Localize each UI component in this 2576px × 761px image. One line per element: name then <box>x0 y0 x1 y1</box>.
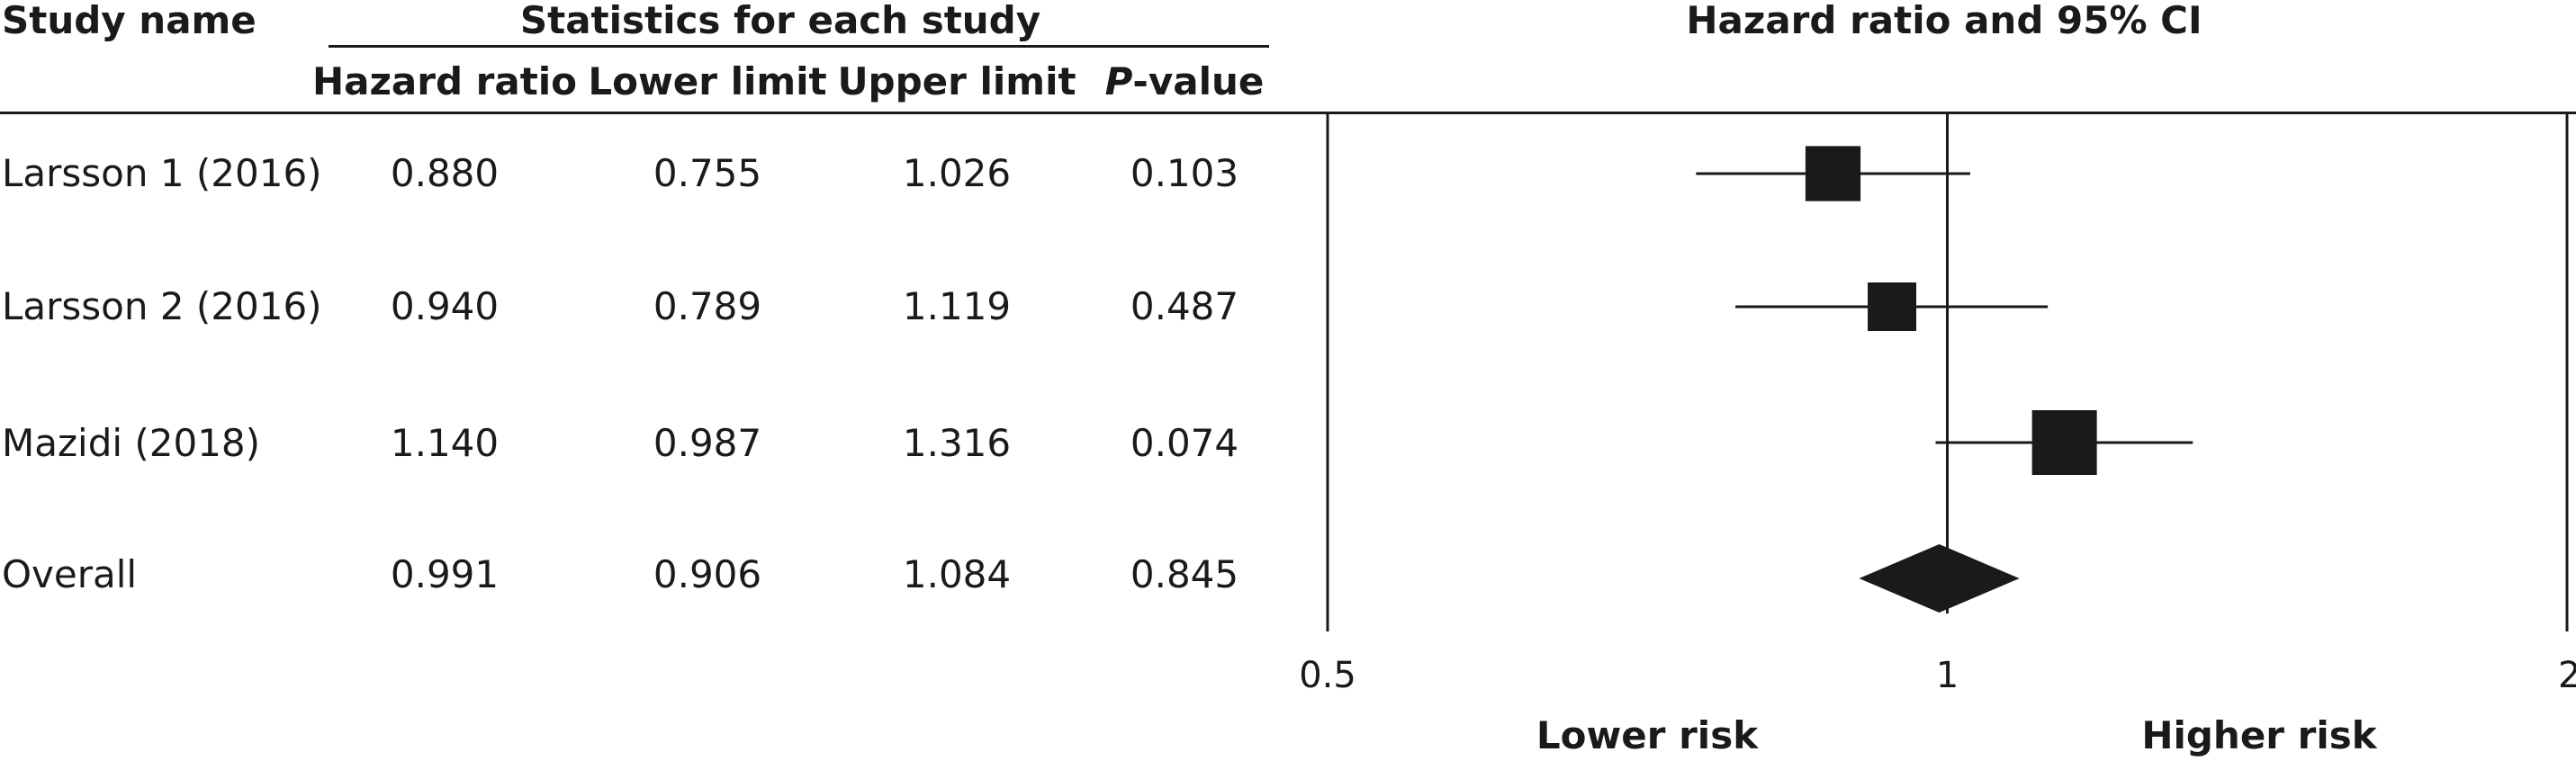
overall-diamond <box>1859 544 2020 613</box>
overall-name-cell: Overall <box>2 552 138 596</box>
p-value-suffix: -value <box>1132 59 1265 103</box>
hazard-ratio-cell: 0.991 <box>390 552 500 596</box>
study-marker <box>1805 146 1861 201</box>
lower-limit-cell: 0.789 <box>653 284 762 328</box>
hazard-ratio-column-header: Hazard ratio <box>311 59 578 103</box>
p-value-italic-p: P <box>1104 59 1133 103</box>
upper-limit-column-header: Upper limit <box>837 59 1076 103</box>
lower-limit-column-header: Lower limit <box>588 59 827 103</box>
lower-limit-cell: 0.755 <box>653 151 762 195</box>
p-value-cell: 0.074 <box>1130 421 1239 465</box>
hazard-ratio-cell: 0.940 <box>390 284 500 328</box>
upper-limit-cell: 1.026 <box>902 151 1012 195</box>
lower-risk-label: Lower risk <box>1536 713 1759 757</box>
p-value-cell: 0.845 <box>1130 552 1239 596</box>
study-name-cell: Mazidi (2018) <box>2 421 261 465</box>
study-marker <box>1868 282 1917 331</box>
forest-marks <box>1696 146 2193 613</box>
statistics-group-header: Statistics for each study <box>519 0 1041 42</box>
study-name-header: Study name <box>2 0 257 42</box>
study-name-cell: Larsson 2 (2016) <box>2 284 322 328</box>
lower-limit-cell: 0.987 <box>653 421 762 465</box>
p-value-cell: 0.103 <box>1130 151 1239 195</box>
x-tick-label: 0.5 <box>1299 655 1356 696</box>
upper-limit-cell: 1.316 <box>902 421 1012 465</box>
table-top-rule <box>0 112 2576 114</box>
hazard-ratio-cell: 0.880 <box>390 151 500 195</box>
group-header-rule <box>329 45 1269 48</box>
p-value-column-header: P-value <box>1105 63 1265 101</box>
x-tick-label: 1 <box>1936 655 1959 696</box>
higher-risk-label: Higher risk <box>2141 713 2377 757</box>
study-name-cell: Larsson 1 (2016) <box>2 151 322 195</box>
upper-limit-cell: 1.119 <box>902 284 1012 328</box>
x-tick-label: 2 <box>2558 655 2576 696</box>
chart-title: Hazard ratio and 95% CI <box>1686 0 2202 42</box>
upper-limit-cell: 1.084 <box>902 552 1012 596</box>
lower-limit-cell: 0.906 <box>653 552 762 596</box>
p-value-cell: 0.487 <box>1130 284 1239 328</box>
x-tick-labels: 0.5 1 2 <box>1299 655 2576 696</box>
study-marker <box>2031 410 2097 475</box>
hazard-ratio-cell: 1.140 <box>390 421 500 465</box>
